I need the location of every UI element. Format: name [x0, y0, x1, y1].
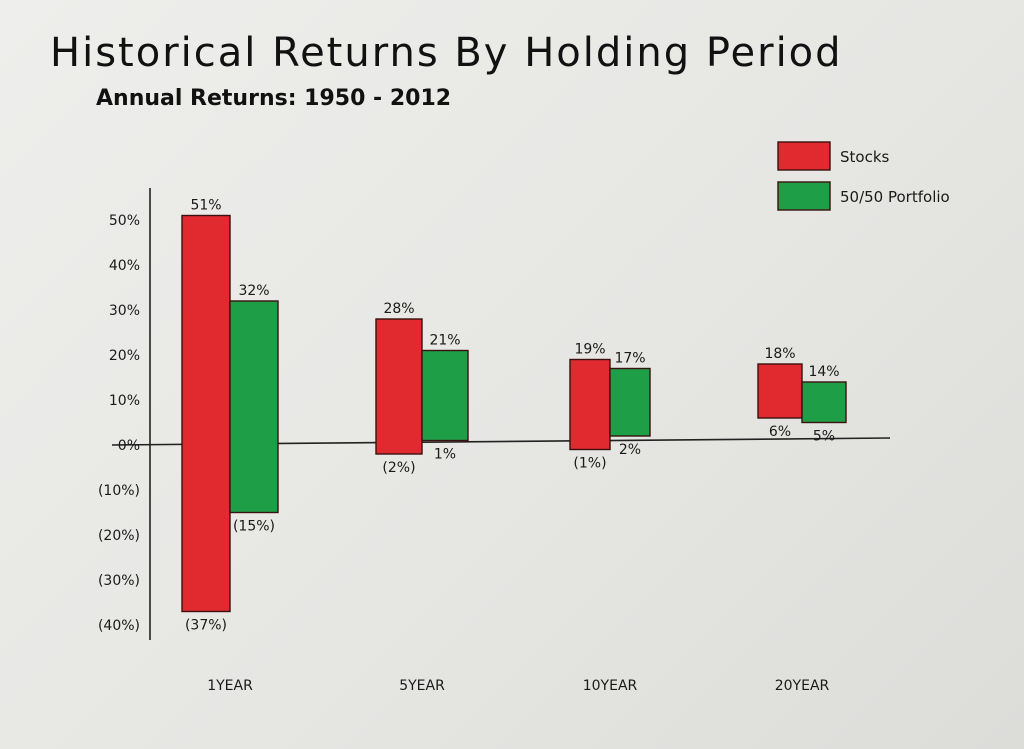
legend-label: 50/50 Portfolio — [840, 188, 950, 206]
y-tick-label: 20% — [109, 348, 140, 364]
data-label-low: 1% — [434, 447, 456, 463]
x-category-label: 5YEAR — [399, 678, 445, 694]
y-tick-label: (10%) — [98, 483, 140, 499]
legend-swatch-portfolio — [777, 181, 831, 211]
data-label-high: 51% — [190, 198, 221, 214]
data-label-high: 32% — [238, 283, 269, 299]
data-label-low: (37%) — [185, 618, 227, 634]
bar-stocks-20year — [757, 363, 803, 419]
bar-portfolio-1year — [229, 300, 279, 514]
bar-stocks-1year — [181, 214, 231, 613]
data-label-high: 28% — [383, 301, 414, 317]
y-tick-label: 50% — [109, 213, 140, 229]
data-label-high: 19% — [574, 342, 605, 358]
data-label-low: (15%) — [233, 519, 275, 535]
data-label-high: 14% — [808, 364, 839, 380]
data-label-low: 6% — [769, 424, 791, 440]
data-label-low: 2% — [619, 442, 641, 458]
chart-title: Historical Returns By Holding Period — [50, 30, 843, 76]
data-label-low: (2%) — [382, 460, 415, 476]
y-tick-label: 40% — [109, 258, 140, 274]
x-category-label: 10YEAR — [583, 678, 638, 694]
y-tick-label: (30%) — [98, 573, 140, 589]
y-tick-label: 0% — [118, 438, 140, 454]
y-tick-label: (40%) — [98, 618, 140, 634]
y-tick-label: (20%) — [98, 528, 140, 544]
y-tick-label: 30% — [109, 303, 140, 319]
bar-stocks-10year — [569, 358, 611, 451]
data-label-high: 17% — [614, 351, 645, 367]
data-label-high: 21% — [429, 333, 460, 349]
bar-stocks-5year — [375, 318, 423, 455]
data-label-low: 5% — [813, 429, 835, 445]
legend-swatch-stocks — [777, 141, 831, 171]
data-label-low: (1%) — [573, 456, 606, 472]
bar-portfolio-10year — [609, 367, 651, 437]
x-category-label: 1YEAR — [207, 678, 253, 694]
chart-subtitle: Annual Returns: 1950 - 2012 — [96, 86, 452, 111]
x-category-label: 20YEAR — [775, 678, 830, 694]
bar-portfolio-5year — [421, 349, 469, 442]
y-tick-label: 10% — [109, 393, 140, 409]
bar-portfolio-20year — [801, 381, 847, 424]
legend-label: Stocks — [840, 148, 890, 166]
data-label-high: 18% — [764, 346, 795, 362]
